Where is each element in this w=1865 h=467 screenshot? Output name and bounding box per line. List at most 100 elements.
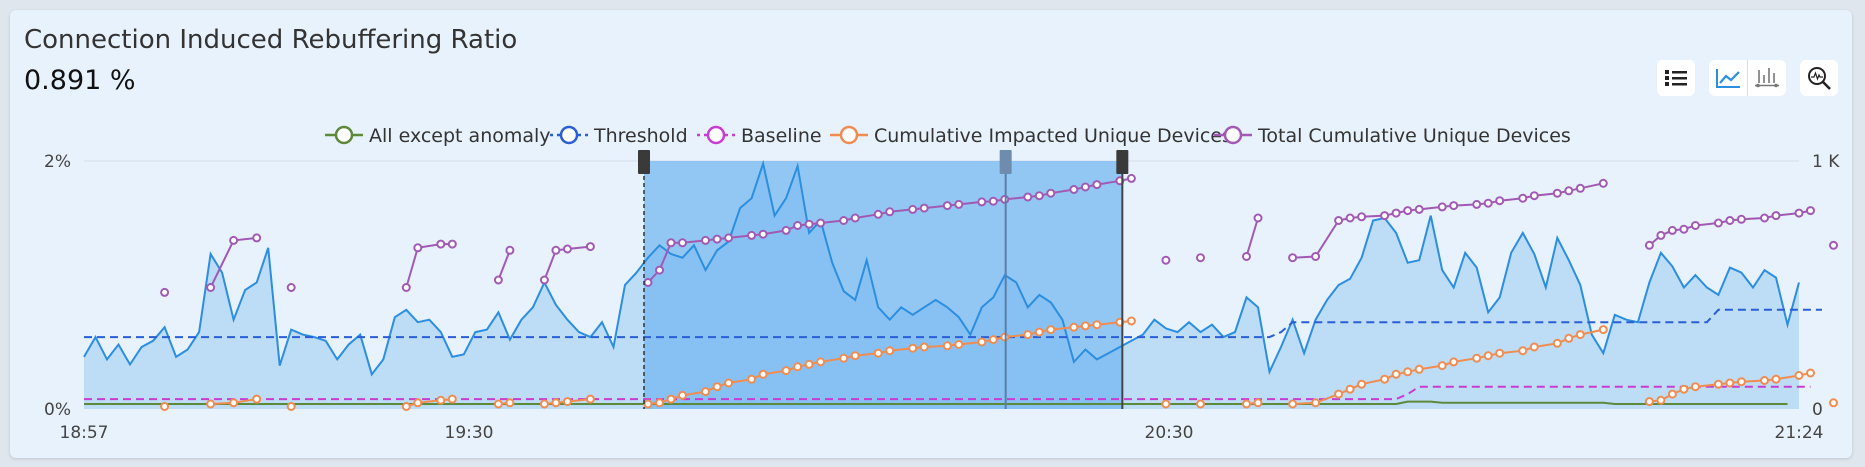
impacted-point	[493, 399, 503, 409]
impacted-point	[816, 357, 826, 367]
y-right-tick: 0	[1812, 400, 1823, 420]
impacted-point	[1771, 374, 1781, 384]
impacted-point	[781, 366, 791, 376]
impacted-point	[919, 342, 929, 352]
total-point	[1403, 206, 1413, 216]
impacted-point	[1196, 399, 1205, 409]
bar-chart-icon	[1755, 68, 1779, 88]
total-point	[758, 229, 768, 239]
total-point	[1023, 192, 1033, 202]
impacted-point	[551, 398, 561, 408]
line-chart-button[interactable]	[1709, 60, 1747, 96]
impacted-point	[850, 351, 860, 361]
total-point	[436, 239, 446, 249]
total-point	[1126, 173, 1136, 183]
baseline-line	[84, 385, 1811, 401]
impacted-point	[1690, 382, 1700, 392]
impacted-line-5	[544, 398, 591, 405]
total-point	[873, 209, 883, 219]
impacted-point	[1034, 327, 1044, 337]
impacted-point	[1253, 398, 1263, 408]
impacted-point	[793, 362, 803, 372]
total-line-3	[405, 243, 453, 288]
total-point	[919, 203, 929, 213]
impacted-point	[1760, 376, 1769, 385]
total-point	[988, 196, 998, 206]
total-line-5	[543, 245, 591, 281]
impacted-point	[885, 346, 895, 356]
chart-title: Connection Induced Rebuffering Ratio	[24, 25, 518, 55]
total-point	[712, 234, 722, 244]
impacted-point	[977, 337, 987, 347]
impacted-point	[1334, 389, 1344, 399]
list-view-button[interactable]	[1657, 60, 1695, 96]
impacted-point	[839, 353, 849, 363]
total-point	[539, 275, 549, 285]
legend-item-anomaly[interactable]: All except anomaly	[325, 125, 551, 147]
total-point	[1725, 216, 1735, 225]
impacted-point	[643, 399, 653, 409]
total-point	[1345, 213, 1355, 223]
total-point	[666, 238, 676, 248]
impacted-point	[1644, 397, 1654, 407]
x-tick: 20:30	[1145, 423, 1194, 443]
impacted-point	[758, 369, 768, 379]
total-point	[804, 219, 814, 229]
y-right-tick: 1 K	[1812, 152, 1840, 172]
total-point	[885, 207, 895, 217]
total-point	[643, 278, 653, 287]
metric-area	[84, 163, 1799, 409]
legend-item-baseline[interactable]: Baseline	[697, 125, 822, 147]
impacted-point	[1345, 384, 1355, 394]
total-point	[447, 239, 457, 249]
total-point	[781, 225, 791, 235]
total-point	[1564, 186, 1574, 196]
zoom-button[interactable]	[1800, 60, 1838, 96]
total-point	[1495, 196, 1505, 206]
impacted-point	[1046, 325, 1056, 335]
impacted-point	[1472, 353, 1482, 363]
total-point	[839, 216, 849, 225]
impacted-point	[701, 387, 710, 397]
impacted-point	[908, 343, 918, 353]
legend-label: Cumulative Impacted Unique Devices	[874, 125, 1232, 147]
impacted-point	[873, 348, 883, 358]
x-tick: 18:57	[60, 423, 109, 443]
impacted-point	[1403, 367, 1413, 377]
impacted-point	[954, 340, 964, 349]
impacted-point	[1806, 368, 1815, 378]
total-point	[585, 242, 595, 252]
bar-chart-button[interactable]	[1747, 60, 1786, 96]
impacted-point	[666, 394, 676, 404]
total-point	[1161, 255, 1171, 265]
impacted-point	[1357, 379, 1367, 389]
legend-item-impacted[interactable]: Cumulative Impacted Unique Devices	[830, 125, 1232, 147]
impacted-point	[1437, 361, 1447, 371]
total-point	[793, 221, 803, 230]
legend-swatch-marker	[559, 125, 579, 145]
impacted-point	[655, 398, 664, 408]
metric-value: 0.891 %	[24, 65, 136, 96]
total-point	[1196, 253, 1205, 263]
total-point	[1311, 252, 1321, 261]
total-point	[1437, 202, 1447, 212]
selection-start-handle[interactable]	[638, 150, 650, 174]
impacted-point	[1679, 384, 1689, 394]
impacted-point	[1736, 377, 1746, 387]
total-point	[678, 238, 687, 248]
selection-marker-handle[interactable]	[999, 150, 1012, 174]
total-point	[229, 235, 239, 245]
selection-end-handle[interactable]	[1116, 150, 1129, 174]
total-point	[724, 233, 734, 243]
impacted-point	[1288, 399, 1298, 409]
impacted-point	[252, 394, 262, 404]
total-point	[1380, 211, 1390, 221]
legend-item-total[interactable]: Total Cumulative Unique Devices	[1214, 125, 1571, 147]
total-point	[1080, 182, 1090, 192]
y-left-tick: 2%	[44, 152, 71, 172]
impacted-point	[1575, 330, 1585, 340]
total-point	[505, 245, 515, 255]
legend-item-threshold[interactable]: Threshold	[550, 125, 688, 147]
total-point	[1069, 185, 1079, 194]
